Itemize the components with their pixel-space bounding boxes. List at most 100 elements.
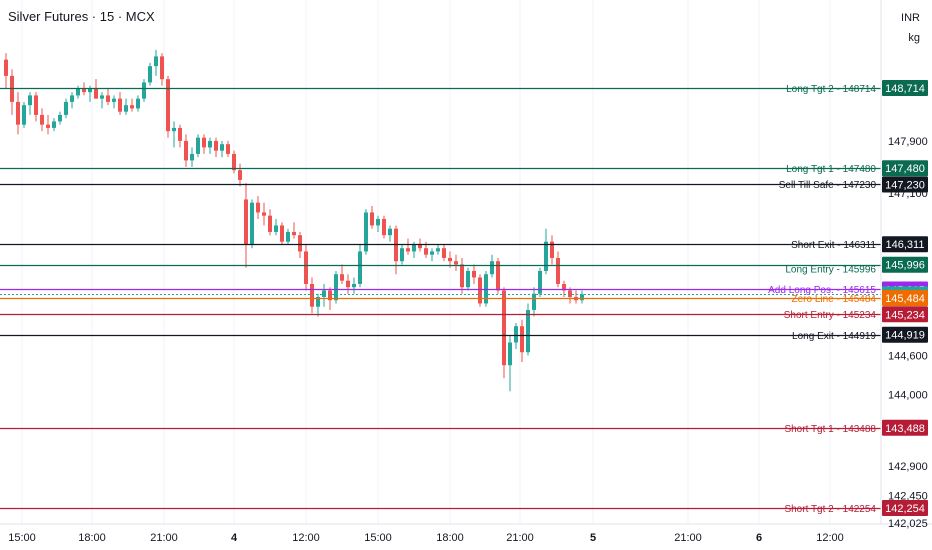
candle-body: [64, 101, 68, 115]
price-tag-label: 144,919: [885, 330, 925, 342]
candle-body: [106, 95, 110, 102]
candle-body: [568, 290, 572, 297]
candle-body: [304, 251, 308, 284]
price-tick-label: 147,900: [888, 136, 928, 148]
price-tag: [882, 256, 928, 273]
candle-body: [142, 82, 146, 99]
level-label: Zero Line - 145484: [791, 294, 876, 305]
price-levels: Long Tgt 2 - 148714 Long Tgt 1 - 147480 Se…: [0, 84, 881, 515]
candle-body: [334, 274, 338, 301]
candle-body: [160, 56, 164, 80]
candle-body: [364, 212, 368, 252]
candle-body: [88, 88, 92, 93]
price-tag: [882, 290, 928, 306]
price-tag: [882, 326, 928, 343]
candle-body: [388, 228, 392, 236]
candle-body: [448, 257, 452, 262]
price-tick-label: 142,900: [888, 461, 928, 473]
candle-body: [442, 248, 446, 258]
candle-body: [298, 235, 302, 252]
candle-body: [178, 127, 182, 141]
candle-body: [244, 199, 248, 245]
candle-body: [148, 66, 152, 83]
level-label: Short Tgt 1 - 143488: [784, 424, 876, 435]
time-tick-label: 4: [231, 532, 238, 544]
candle-body: [286, 231, 290, 242]
candle-body: [154, 56, 158, 67]
candle-body: [412, 244, 416, 252]
candle-body: [346, 280, 350, 288]
price-tag-label: 142,254: [885, 503, 925, 515]
time-tick-label: 5: [590, 532, 596, 544]
candle-body: [202, 137, 206, 148]
candle-body: [484, 274, 488, 304]
candle-body: [190, 153, 194, 161]
level-label: Sell Till Safe - 147230: [779, 180, 877, 191]
candle-body: [124, 105, 128, 112]
price-tag-label: 145,234: [885, 309, 925, 321]
price-tag: [882, 306, 928, 323]
price-tag: [882, 176, 928, 193]
price-tag-label: 145,484: [885, 293, 925, 305]
price-axis[interactable]: 147,900147,100144,600144,000142,900142,4…: [882, 80, 928, 530]
candle-body: [70, 95, 74, 102]
candle-body: [292, 231, 296, 236]
candle-body: [328, 290, 332, 301]
time-tick-label: 18:00: [78, 532, 106, 544]
candle-body: [34, 95, 38, 115]
candle-body: [220, 144, 224, 151]
candle-body: [226, 144, 230, 154]
candle-body: [424, 248, 428, 255]
level-label: Add Long Pos. - 145615: [768, 285, 876, 296]
candle-body: [16, 101, 20, 125]
time-tick-label: 21:00: [150, 532, 178, 544]
candle-body: [268, 215, 272, 232]
candle-body: [532, 293, 536, 310]
candle-body: [418, 244, 422, 249]
price-tag: [882, 500, 928, 516]
candle-body: [208, 140, 212, 148]
price-tag-label: 147,230: [885, 179, 925, 191]
candle-body: [466, 270, 470, 288]
candle-body: [550, 241, 554, 258]
price-tag-label: 146,311: [886, 239, 925, 251]
chart-grid: [21, 0, 831, 524]
candle-body: [22, 105, 26, 125]
candle-body: [406, 248, 410, 252]
candle-body: [358, 251, 362, 284]
candle-body: [316, 296, 320, 307]
candle-body: [28, 95, 32, 106]
price-tag-label: 143,488: [885, 423, 925, 435]
candle-body: [232, 153, 236, 171]
candle-body: [310, 283, 314, 307]
time-tick-label: 18:00: [436, 532, 464, 544]
time-tick-label: 12:00: [816, 532, 844, 544]
level-label: Short Tgt 2 - 142254: [784, 504, 876, 515]
currency-label[interactable]: INR: [901, 12, 920, 24]
chart-title: Silver Futures · 15 · MCX: [8, 9, 155, 24]
candle-body: [112, 98, 116, 102]
candle-body: [274, 225, 278, 232]
candle-body: [580, 294, 584, 301]
candle-body: [454, 261, 458, 265]
unit-label[interactable]: kg: [908, 32, 920, 44]
time-tick-label: 15:00: [364, 532, 392, 544]
candle-body: [472, 270, 476, 278]
level-label: Long Tgt 1 - 147480: [786, 164, 876, 175]
candle-body: [526, 309, 530, 353]
price-tag: [882, 160, 928, 177]
time-tick-label: 21:00: [506, 532, 534, 544]
price-tick-label: 144,000: [888, 389, 928, 401]
level-label: Long Exit - 144919: [792, 331, 876, 342]
candle-body: [514, 326, 518, 343]
level-label: Long Tgt 2 - 148714: [786, 84, 876, 95]
price-tag-label: 145,996: [885, 260, 925, 272]
candle-body: [40, 114, 44, 125]
candle-body: [58, 114, 62, 122]
candle-body: [502, 290, 506, 366]
candle-body: [130, 105, 134, 109]
candle-body: [520, 326, 524, 353]
time-axis[interactable]: 15:00 18:00 21:00 4 12:00 15:00 18:00 21:00 5 21:…: [8, 532, 844, 544]
candle-body: [436, 248, 440, 252]
